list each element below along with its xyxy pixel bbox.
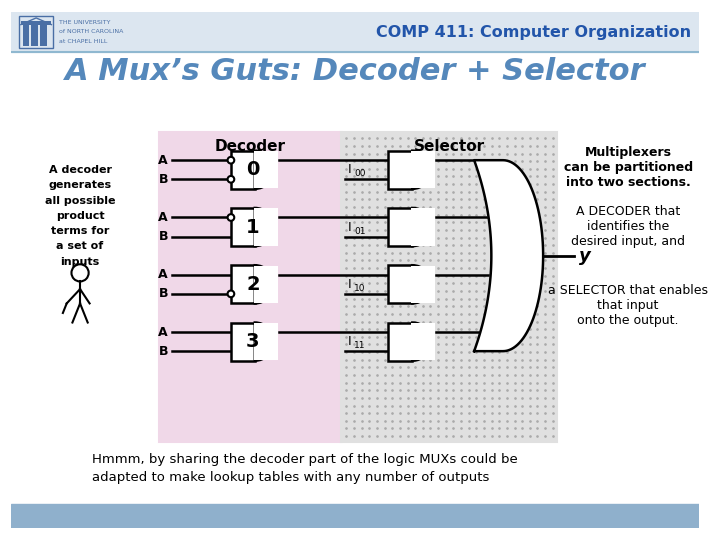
Bar — [254, 266, 278, 303]
Text: of NORTH CAROLINA: of NORTH CAROLINA — [59, 29, 123, 35]
Bar — [341, 132, 557, 442]
Wedge shape — [413, 208, 431, 246]
Text: Selector: Selector — [413, 139, 485, 154]
Bar — [12, 12, 699, 52]
Polygon shape — [474, 160, 543, 351]
Text: 1: 1 — [246, 218, 260, 237]
Text: I: I — [348, 164, 351, 177]
Bar — [389, 322, 413, 361]
Bar — [411, 208, 436, 246]
Wedge shape — [413, 322, 431, 361]
Bar — [231, 265, 255, 303]
Text: terms for: terms for — [51, 226, 109, 236]
Text: all possible: all possible — [45, 195, 115, 206]
Bar — [389, 208, 413, 246]
Text: 01: 01 — [354, 227, 366, 235]
Text: 3: 3 — [246, 332, 260, 351]
Text: a SELECTOR that enables
that input
onto the output.: a SELECTOR that enables that input onto … — [548, 285, 708, 327]
Text: B: B — [158, 345, 168, 357]
Bar — [411, 266, 436, 303]
Bar — [389, 151, 413, 189]
Bar — [231, 322, 255, 361]
Text: B: B — [158, 173, 168, 186]
Text: 10: 10 — [354, 284, 366, 293]
Text: inputs: inputs — [60, 256, 99, 267]
Bar — [254, 151, 278, 188]
Text: Multiplexers
can be partitioned
into two sections.: Multiplexers can be partitioned into two… — [564, 146, 693, 189]
Wedge shape — [255, 265, 274, 303]
Text: A Mux’s Guts: Decoder + Selector: A Mux’s Guts: Decoder + Selector — [65, 57, 645, 86]
Bar — [411, 323, 436, 360]
Text: generates: generates — [48, 180, 112, 190]
Bar — [254, 323, 278, 360]
Bar — [21, 21, 51, 25]
Bar — [411, 151, 436, 188]
Bar — [40, 25, 47, 45]
Bar — [159, 132, 341, 442]
Text: 0: 0 — [246, 160, 260, 179]
Text: 2: 2 — [246, 275, 260, 294]
Wedge shape — [413, 151, 431, 189]
Bar — [254, 208, 278, 246]
Bar — [23, 25, 30, 45]
Circle shape — [228, 157, 234, 164]
Text: adapted to make lookup tables with any number of outputs: adapted to make lookup tables with any n… — [92, 471, 490, 484]
Text: product: product — [55, 211, 104, 221]
Text: I: I — [348, 278, 351, 291]
Text: THE UNIVERSITY: THE UNIVERSITY — [59, 20, 111, 25]
Wedge shape — [255, 322, 274, 361]
Text: COMP 411: Computer Organization: COMP 411: Computer Organization — [376, 25, 691, 40]
Text: 11: 11 — [354, 341, 366, 350]
Circle shape — [228, 291, 234, 297]
Text: A DECODER that
identifies the
desired input, and: A DECODER that identifies the desired in… — [571, 205, 685, 248]
Wedge shape — [255, 151, 274, 189]
Text: B: B — [158, 230, 168, 243]
Circle shape — [228, 176, 234, 183]
Circle shape — [228, 214, 234, 221]
Wedge shape — [413, 265, 431, 303]
Text: I: I — [348, 221, 351, 234]
Bar — [231, 208, 255, 246]
Bar — [389, 265, 413, 303]
Text: A: A — [158, 268, 168, 281]
Text: y: y — [580, 247, 591, 265]
Bar — [19, 16, 53, 49]
Text: 00: 00 — [354, 170, 366, 178]
Text: Hmmm, by sharing the decoder part of the logic MUXs could be: Hmmm, by sharing the decoder part of the… — [92, 453, 518, 467]
Text: I: I — [348, 335, 351, 348]
Text: A: A — [158, 154, 168, 167]
Text: a set of: a set of — [56, 241, 104, 251]
Wedge shape — [255, 208, 274, 246]
Text: B: B — [158, 287, 168, 300]
Text: Decoder: Decoder — [215, 139, 286, 154]
Bar — [32, 25, 38, 45]
Text: at CHAPEL HILL: at CHAPEL HILL — [59, 39, 107, 44]
Text: A: A — [158, 211, 168, 224]
Text: A: A — [158, 326, 168, 339]
Text: A decoder: A decoder — [48, 165, 112, 175]
Bar — [12, 504, 699, 528]
Bar — [231, 151, 255, 189]
